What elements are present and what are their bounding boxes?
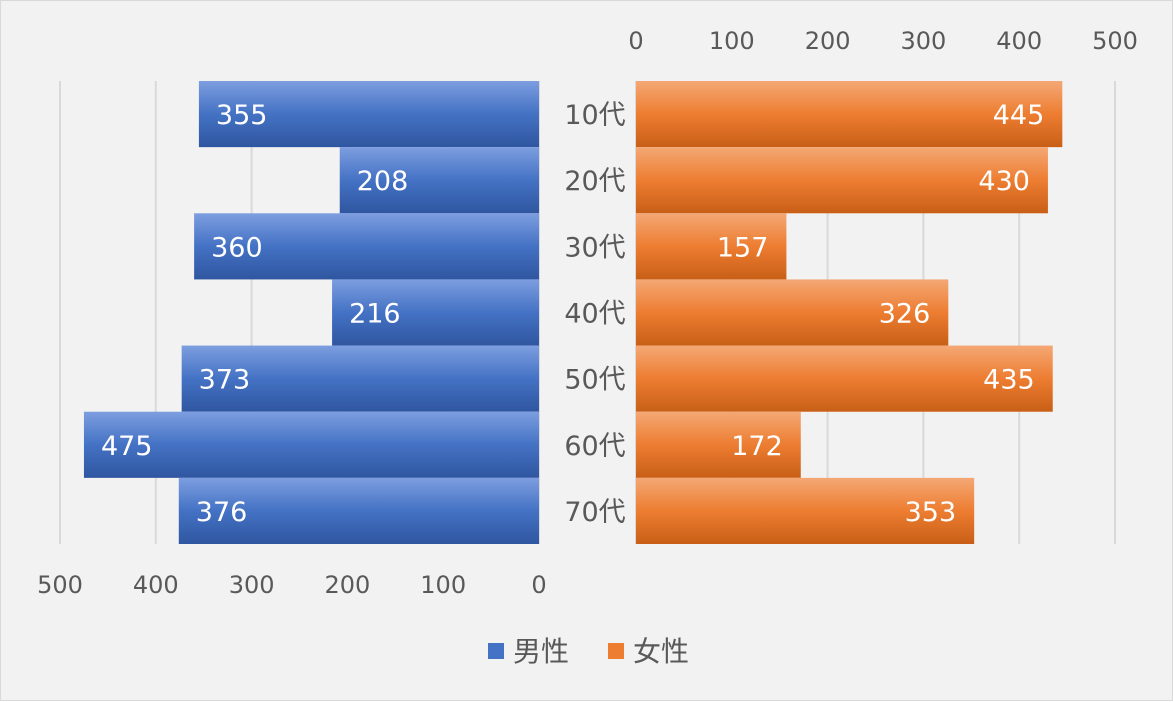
category-label: 60代 [564, 431, 625, 462]
data-label-male: 475 [101, 431, 153, 462]
category-label: 10代 [564, 100, 625, 131]
category-label: 40代 [564, 299, 625, 330]
bar-male [332, 279, 539, 346]
data-label-male: 208 [357, 166, 409, 197]
bar-female [636, 477, 975, 544]
bar-female [636, 411, 801, 478]
data-label-female: 435 [983, 365, 1035, 396]
left-axis-tick-label: 0 [531, 571, 546, 599]
bar-female [636, 147, 1048, 214]
legend-swatch-male [488, 643, 504, 659]
right-axis-tick-label: 500 [1092, 27, 1138, 55]
bar-male [178, 477, 540, 544]
left-axis-tick-label: 400 [133, 571, 179, 599]
data-label-male: 360 [211, 232, 263, 263]
data-label-female: 445 [993, 100, 1045, 131]
legend-label-male: 男性 [513, 635, 569, 668]
bar-female [636, 345, 1053, 412]
data-label-male: 216 [349, 299, 401, 330]
data-label-male: 373 [199, 365, 251, 396]
legend-swatch-female [608, 643, 624, 659]
category-label: 20代 [564, 166, 625, 197]
left-axis-tick-label: 300 [229, 571, 275, 599]
right-axis-tick-label: 300 [900, 27, 946, 55]
category-label: 70代 [564, 497, 625, 528]
right-axis-tick-label: 0 [628, 27, 643, 55]
bar-male [339, 147, 539, 214]
data-label-female: 326 [879, 299, 931, 330]
bar-male [194, 213, 539, 280]
bar-male [198, 81, 539, 148]
data-label-female: 172 [731, 431, 783, 462]
right-axis-tick-label: 100 [709, 27, 755, 55]
bar-female [636, 81, 1063, 148]
data-label-female: 157 [717, 232, 769, 263]
bar-female [636, 213, 787, 280]
bar-female [636, 279, 949, 346]
bar-male [83, 411, 539, 478]
data-label-male: 355 [216, 100, 268, 131]
legend-label-female: 女性 [633, 635, 689, 668]
category-label: 30代 [564, 232, 625, 263]
category-label: 50代 [564, 365, 625, 396]
left-axis-tick-label: 500 [37, 571, 83, 599]
data-label-female: 430 [978, 166, 1030, 197]
right-axis-tick-label: 200 [805, 27, 851, 55]
right-axis-tick-label: 400 [996, 27, 1042, 55]
bar-male [181, 345, 539, 412]
data-label-male: 376 [196, 497, 248, 528]
data-label-female: 353 [905, 497, 957, 528]
left-axis-tick-label: 100 [420, 571, 466, 599]
left-axis-tick-label: 200 [324, 571, 370, 599]
